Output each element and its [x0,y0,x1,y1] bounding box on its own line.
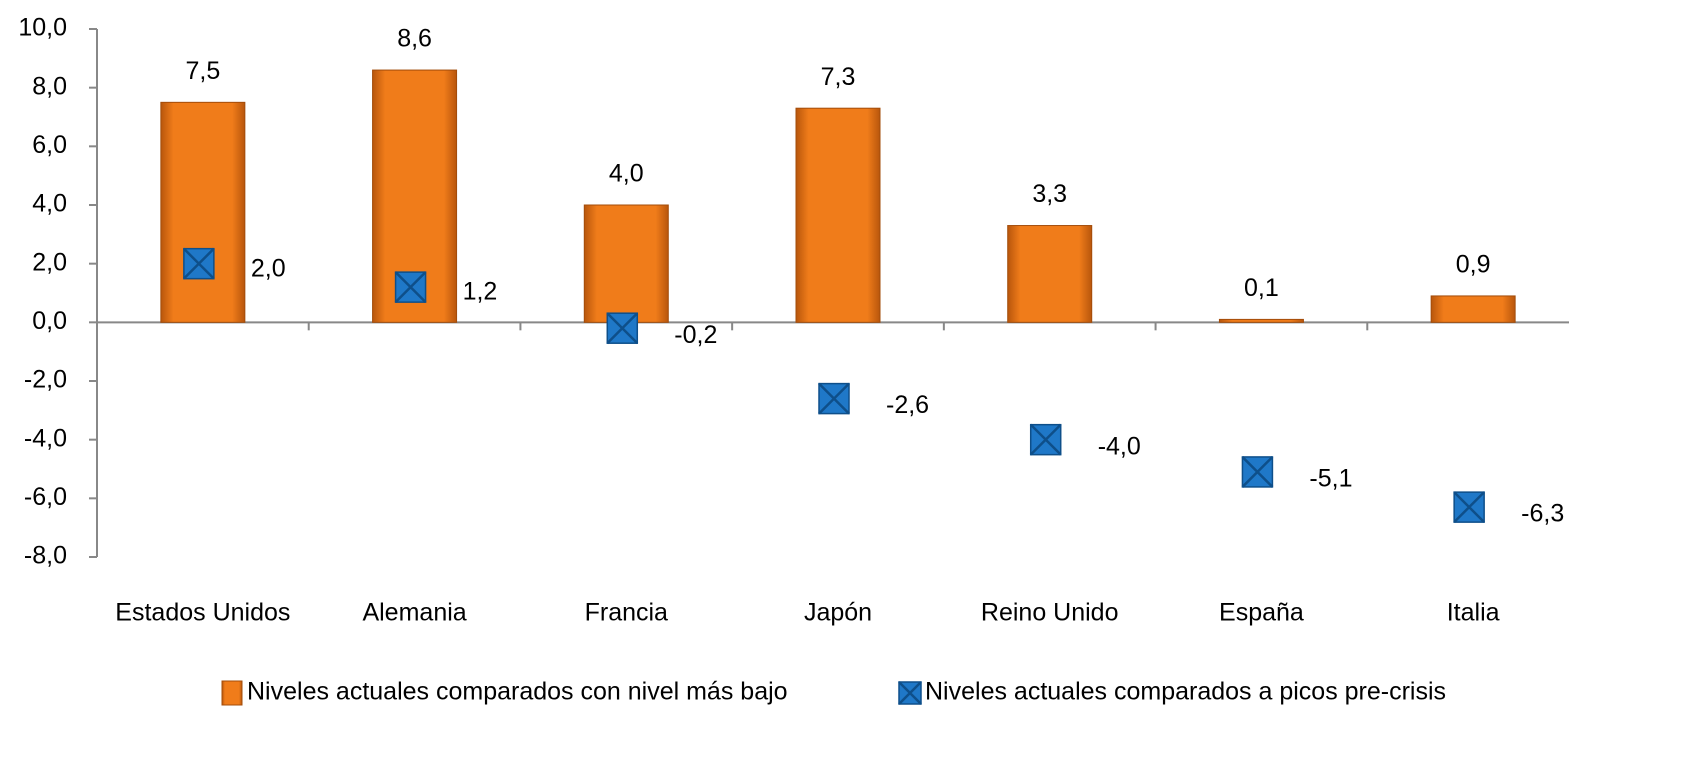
legend-swatch [898,681,922,705]
bar-value-label: 4,0 [609,160,644,188]
bar-value-label: 0,9 [1456,251,1491,279]
bar-value-label: 7,3 [821,63,856,91]
marker-cross [1453,491,1486,524]
marker-cross [1029,423,1062,456]
point-marker [818,382,850,415]
point-value-label: 2,0 [251,254,286,282]
point-value-label: -0,2 [674,321,717,349]
point-value-label: -4,0 [1098,432,1141,460]
marker-cross [1241,456,1274,488]
marker-cross [606,312,639,345]
point-marker [1241,456,1274,488]
y-tick-label: -8,0 [24,542,67,570]
marker-cross [394,271,427,304]
point-value-label: -6,3 [1521,500,1564,528]
y-tick-label: 0,0 [32,307,67,335]
marker-cross [898,681,922,705]
marker-cross [818,382,850,415]
marker-cross [182,247,215,280]
point-value-label: 1,2 [463,278,498,306]
x-tick-label: España [1219,599,1304,627]
point-marker [606,312,639,345]
bar [1007,225,1093,323]
x-tick-label: Reino Unido [981,599,1119,627]
x-tick-label: Francia [585,599,668,627]
x-tick-label: Estados Unidos [115,599,290,627]
point-marker [394,271,427,304]
bar [1430,295,1516,323]
point-value-label: -5,1 [1309,465,1352,493]
bar [583,204,669,323]
y-tick-label: 10,0 [18,14,67,42]
x-tick-label: Italia [1447,599,1500,627]
legend-label: Niveles actuales comparados con nivel má… [247,678,788,706]
bar-value-label: 8,6 [397,25,432,53]
x-tick-label: Japón [804,599,872,627]
legend-swatch [221,680,243,706]
bar-value-label: 3,3 [1032,180,1067,208]
point-marker [182,247,215,280]
bar [795,107,881,323]
y-tick-label: -2,0 [24,366,67,394]
y-tick-label: 6,0 [32,131,67,159]
bar-value-label: 0,1 [1244,274,1279,302]
point-value-label: -2,6 [886,391,929,419]
y-tick-label: 4,0 [32,190,67,218]
point-marker [1453,491,1486,524]
legend-label: Niveles actuales comparados a picos pre-… [925,678,1446,706]
y-tick-label: -4,0 [24,424,67,452]
x-tick-label: Alemania [362,599,466,627]
point-marker [1029,423,1062,456]
bar-value-label: 7,5 [185,57,220,85]
bar [160,101,246,323]
y-tick-label: 2,0 [32,248,67,276]
y-tick-label: -6,0 [24,483,67,511]
y-tick-label: 8,0 [32,72,67,100]
bar [1218,318,1304,323]
